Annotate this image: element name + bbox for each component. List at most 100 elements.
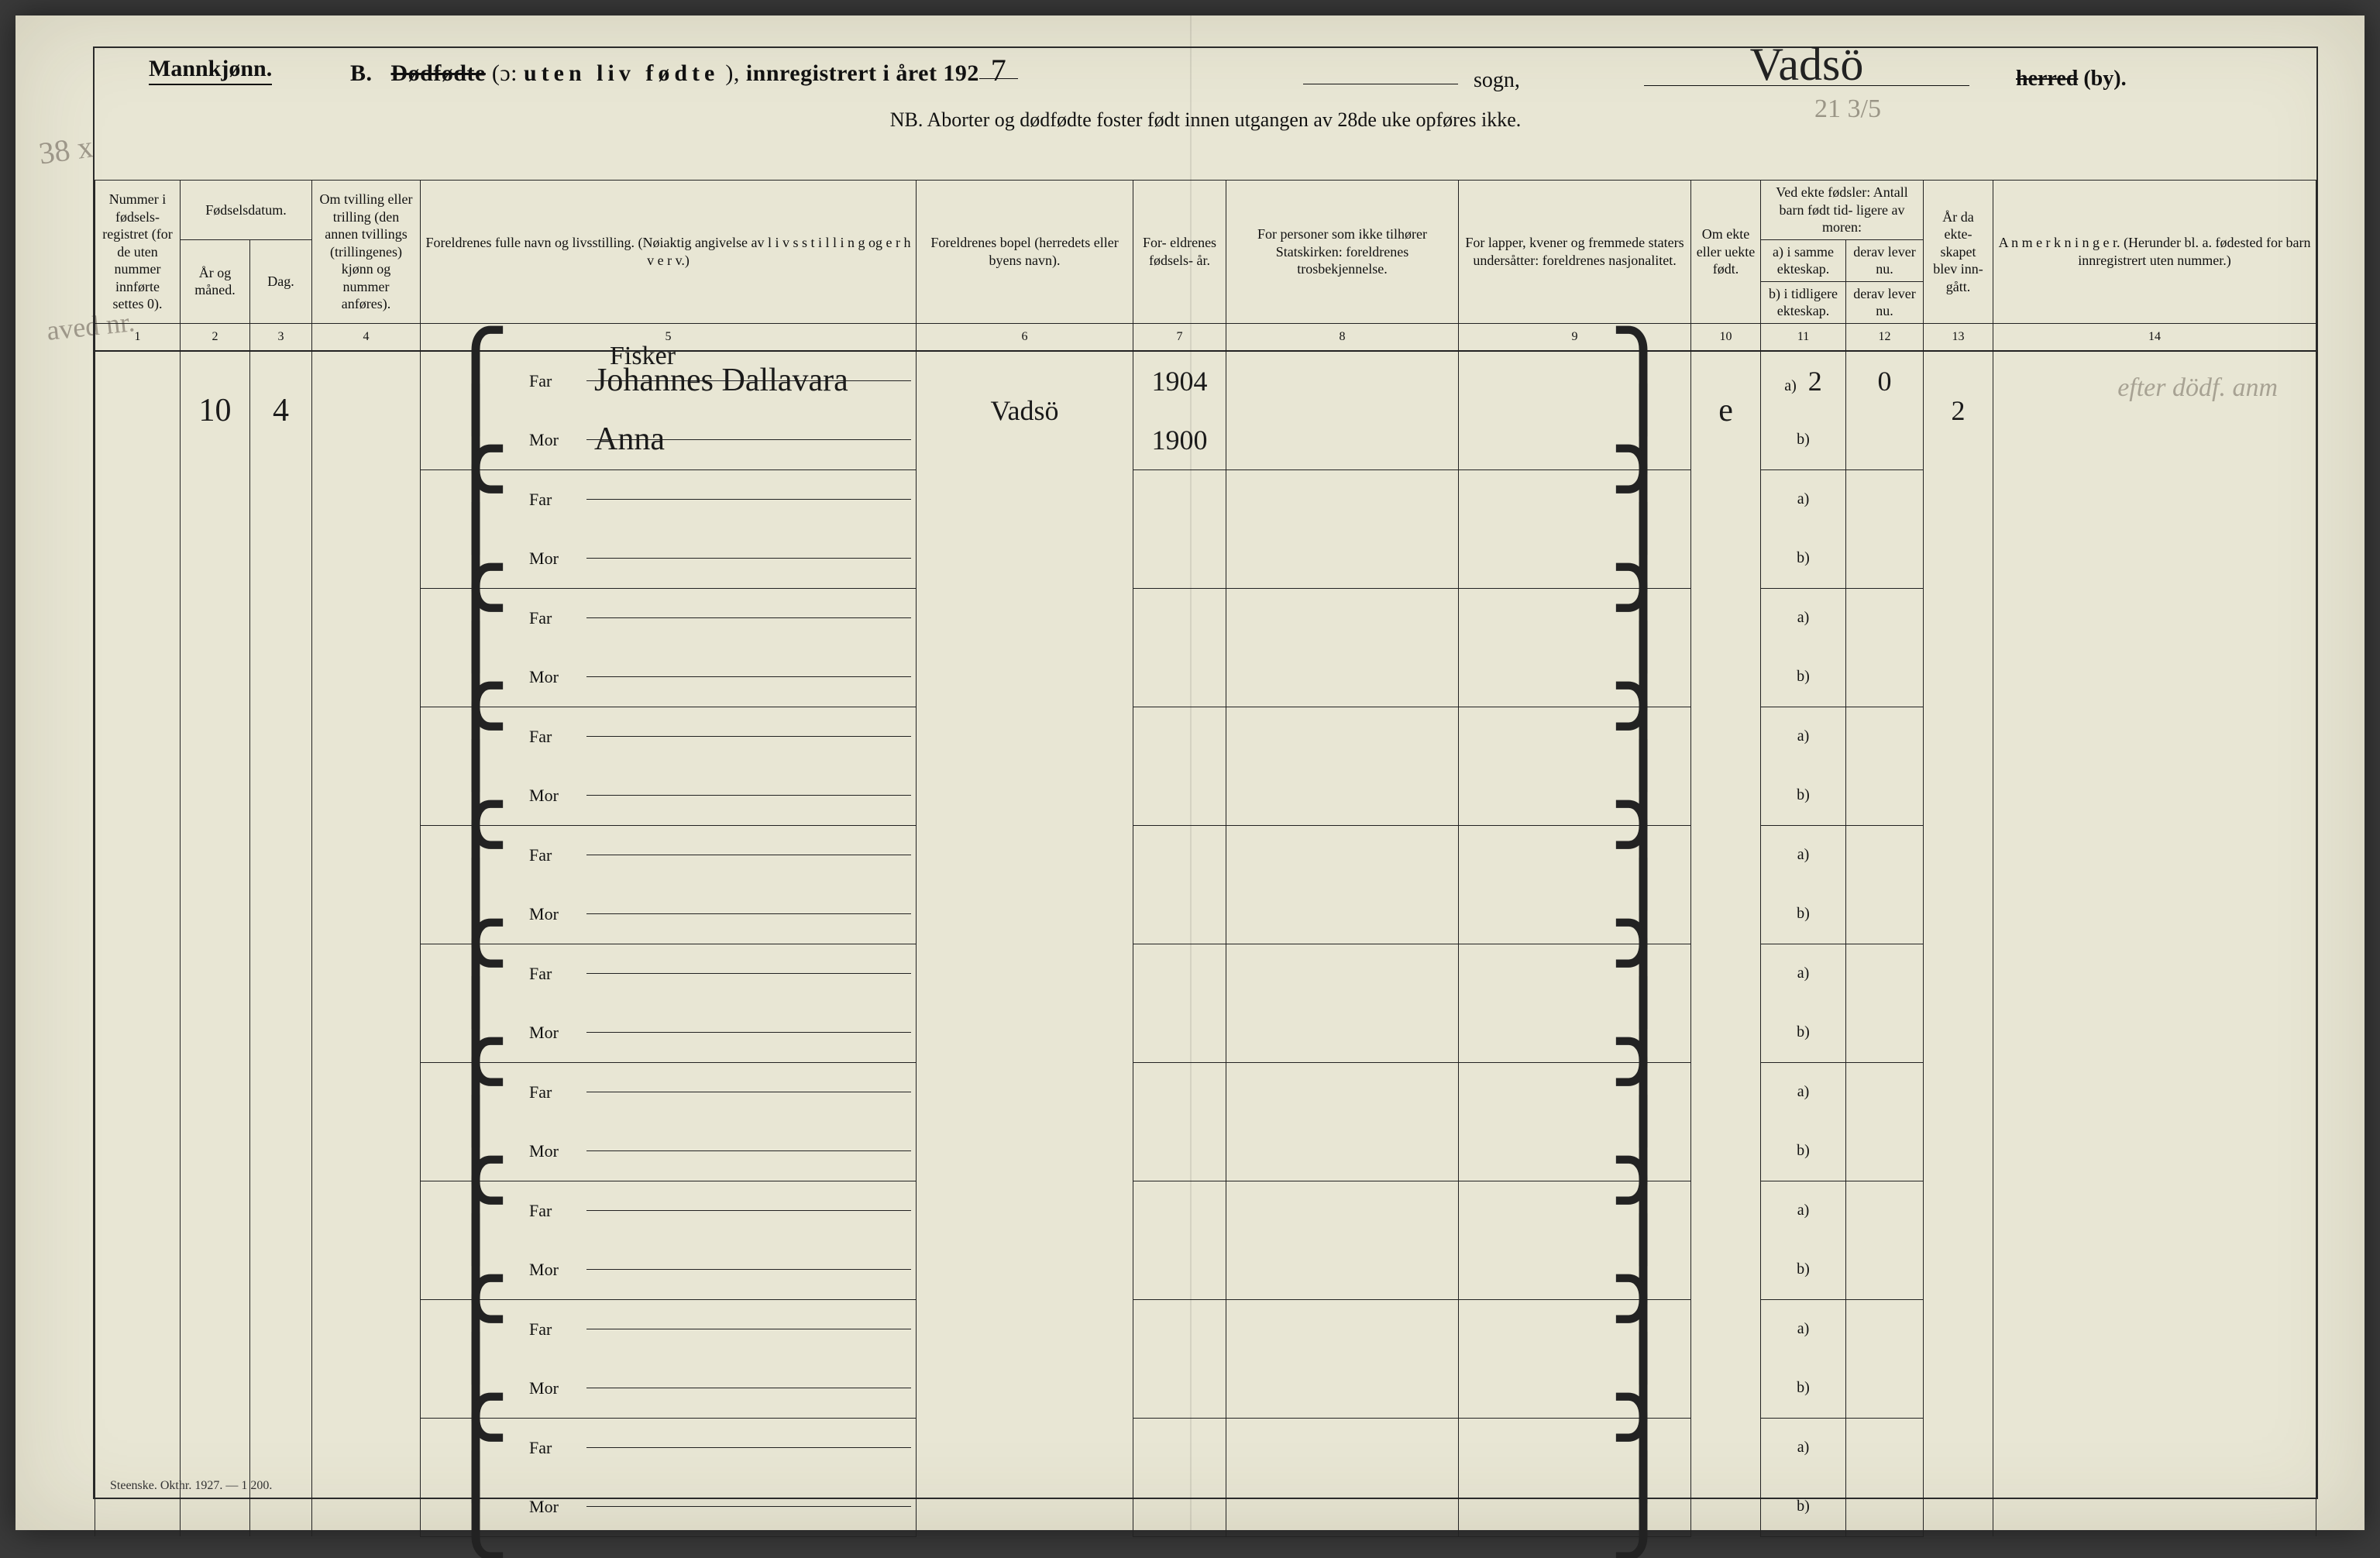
table-row-far: ⎧ Far ⎫ a)	[95, 1299, 2316, 1359]
cell-tros-mor	[1226, 1359, 1459, 1419]
cell-twin	[312, 588, 421, 707]
cell-13: 2	[1924, 351, 1993, 470]
cell-13	[1924, 707, 1993, 825]
cell-13	[1924, 1299, 1993, 1418]
mor-name-hw: Anna	[594, 421, 665, 458]
mor-name-line	[586, 1032, 911, 1033]
table-row-far: ⎧ Far ⎫ a)	[95, 825, 2316, 885]
cell-11a: a)	[1761, 1062, 1846, 1122]
cell-num	[95, 707, 181, 825]
cell-tros	[1226, 1299, 1459, 1359]
cell-far-year	[1133, 1181, 1226, 1240]
cell-ekte	[1691, 588, 1761, 707]
cell-11a: a)	[1761, 1299, 1846, 1359]
cell-day	[250, 1418, 312, 1536]
cell-12a	[1846, 825, 1924, 885]
cell-14	[1993, 588, 2316, 707]
cell-far-year: 1904	[1133, 351, 1226, 411]
colnum-13: 13	[1924, 323, 1993, 351]
cell-twin	[312, 1418, 421, 1536]
col-14-header: A n m e r k n i n g e r. (Herunder bl. a…	[1993, 181, 2316, 324]
cell-num	[95, 1299, 181, 1418]
cell-far-year	[1133, 1299, 1226, 1359]
cell-num	[95, 469, 181, 588]
cell-13	[1924, 944, 1993, 1062]
cell-ekte	[1691, 1181, 1761, 1299]
place-name-hw: Vadsö	[1644, 43, 1969, 86]
table-row-far: ⎧ Far ⎫ a)	[95, 1062, 2316, 1122]
cell-14	[1993, 1299, 2316, 1418]
col-3-header: Dag.	[250, 239, 312, 323]
cell-11a: a)	[1761, 588, 1846, 648]
cell-year-month	[181, 1181, 250, 1299]
uten-liv-fodte: uten liv fødte	[524, 60, 719, 86]
cell-12a	[1846, 1181, 1924, 1240]
gender-heading: Mannkjønn.	[149, 56, 272, 85]
col-6-header: Foreldrenes bopel (herredets eller byens…	[917, 181, 1133, 324]
cell-13	[1924, 469, 1993, 588]
mor-label: Mor	[529, 1497, 568, 1517]
cell-12a	[1846, 1418, 1924, 1477]
far-name-line	[586, 1210, 911, 1211]
cell-year-month	[181, 469, 250, 588]
colnum-8: 8	[1226, 323, 1459, 351]
mor-name-line	[586, 558, 911, 559]
cell-mor-year	[1133, 1240, 1226, 1300]
mor-name-line	[586, 676, 911, 677]
cell-twin	[312, 1299, 421, 1418]
cell-11a: a)	[1761, 1418, 1846, 1477]
cell-bopel	[917, 707, 1133, 825]
far-name-line	[586, 736, 911, 737]
mor-name-line	[586, 1269, 911, 1270]
cell-12b	[1846, 529, 1924, 589]
cell-tros-mor	[1226, 885, 1459, 944]
colnum-7: 7	[1133, 323, 1226, 351]
cell-parents-mor: ⎩ Mor	[421, 1477, 917, 1537]
cell-bopel	[917, 588, 1133, 707]
mor-label: Mor	[529, 430, 568, 450]
cell-12b	[1846, 1003, 1924, 1063]
cell-day	[250, 1062, 312, 1181]
cell-year-month	[181, 825, 250, 944]
cell-tros	[1226, 944, 1459, 1003]
margin-note-38x: 38 x	[36, 128, 95, 171]
cell-13	[1924, 1181, 1993, 1299]
cell-14	[1993, 825, 2316, 944]
mor-label: Mor	[529, 549, 568, 569]
cell-day	[250, 469, 312, 588]
cell-tros-mor	[1226, 529, 1459, 589]
mor-label: Mor	[529, 1141, 568, 1161]
cell-13	[1924, 1418, 1993, 1536]
innregistrert-label: innregistrert i året 192	[746, 60, 979, 86]
table-row-far: 104 ⎧ Far Fisker Johannes Dallavara Vads…	[95, 351, 2316, 411]
cell-12b	[1846, 1240, 1924, 1300]
cell-tros-mor	[1226, 1477, 1459, 1537]
sogn-label: sogn,	[1474, 68, 1520, 93]
cell-12b	[1846, 885, 1924, 944]
cell-mor-year	[1133, 1122, 1226, 1181]
far-name-line: Fisker Johannes Dallavara	[586, 380, 911, 381]
far-name-hw: Johannes Dallavara	[594, 362, 848, 399]
mor-label: Mor	[529, 786, 568, 806]
cell-11b: b)	[1761, 1359, 1846, 1419]
cell-year-month	[181, 707, 250, 825]
cell-num	[95, 1181, 181, 1299]
table-head: Nummer i fødsels- registret (for de uten…	[95, 181, 2316, 351]
cell-ekte	[1691, 944, 1761, 1062]
cell-ekte: e	[1691, 351, 1761, 470]
cell-12a	[1846, 469, 1924, 529]
section-letter: B.	[350, 60, 373, 86]
cell-11b: b)	[1761, 1477, 1846, 1537]
printer-footer: Steenske. Okthr. 1927. — 1 200.	[110, 1479, 272, 1493]
cell-tros-mor	[1226, 1240, 1459, 1300]
colnum-11: 11	[1761, 323, 1846, 351]
col-2-3-group: Fødselsdatum.	[181, 181, 312, 240]
cell-12b	[1846, 1477, 1924, 1537]
cell-tros-mor	[1226, 648, 1459, 707]
far-label: Far	[529, 845, 568, 865]
far-label: Far	[529, 608, 568, 628]
cell-11a: a)	[1761, 825, 1846, 885]
cell-num	[95, 588, 181, 707]
cell-tros-mor	[1226, 766, 1459, 826]
cell-tros	[1226, 588, 1459, 648]
